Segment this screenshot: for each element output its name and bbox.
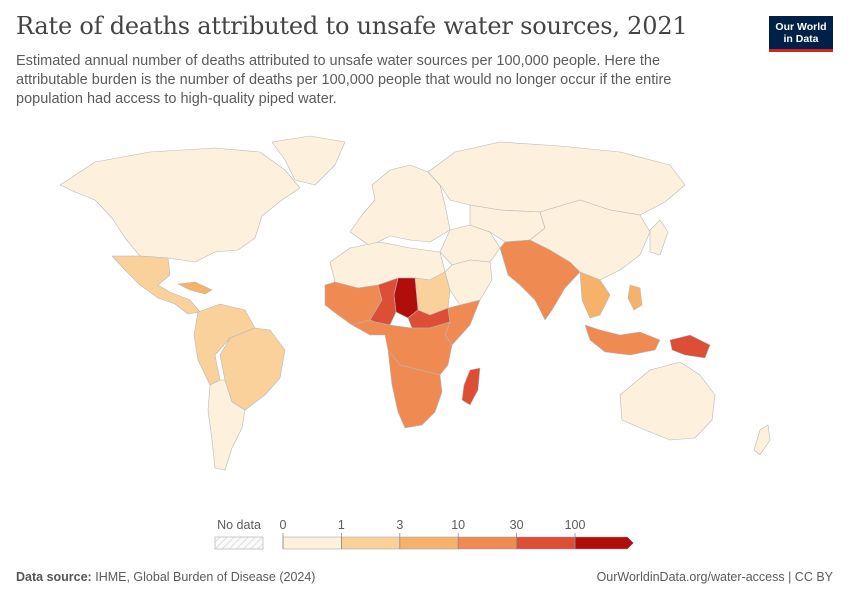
region-south-america-south[interactable] <box>207 379 246 471</box>
region-somalia[interactable] <box>444 299 481 346</box>
chart-subtitle: Estimated annual number of deaths attrib… <box>16 53 672 107</box>
owid-logo[interactable]: Our World in Data <box>769 16 833 52</box>
region-chad[interactable] <box>393 277 419 319</box>
legend-bin-4[interactable] <box>516 536 576 550</box>
legend-no-data-label: No data <box>217 518 261 532</box>
logo-line-2: in Data <box>783 33 819 45</box>
region-australia[interactable] <box>619 361 716 441</box>
region-north-america[interactable] <box>59 147 301 263</box>
legend-bin-2[interactable] <box>399 536 459 550</box>
chart-title: Rate of deaths attributed to unsafe wate… <box>16 12 688 40</box>
legend-bin-1[interactable] <box>341 536 401 550</box>
region-papua-new-guinea[interactable] <box>669 334 711 359</box>
legend-bin-3[interactable] <box>457 536 517 550</box>
region-mexico-central-america[interactable] <box>111 255 201 315</box>
region-madagascar[interactable] <box>461 367 481 406</box>
legend-tick-label-4: 30 <box>510 518 524 532</box>
logo-line-1: Our World <box>775 21 827 33</box>
source-url-link[interactable]: OurWorldinData.org/water-access | CC BY <box>596 570 833 584</box>
legend-tick-label-5: 100 <box>565 518 586 532</box>
region-south-america-north[interactable] <box>193 303 256 386</box>
region-southern-africa[interactable] <box>387 349 443 429</box>
region-russia[interactable] <box>427 141 686 216</box>
legend-bin-0[interactable] <box>282 536 342 550</box>
map-legend: No data 0 1 3 10 30 100 <box>214 518 634 550</box>
data-source-text: IHME, Global Burden of Disease (2024) <box>95 570 316 584</box>
legend-tick-label-2: 3 <box>396 518 403 532</box>
region-central-africa[interactable] <box>351 319 453 376</box>
world-map <box>59 135 771 471</box>
legend-tick-label-0: 0 <box>280 518 287 532</box>
region-caribbean[interactable] <box>177 281 213 295</box>
region-greenland[interactable] <box>271 135 346 186</box>
legend-no-data-swatch[interactable] <box>214 536 264 550</box>
data-source-label: Data source: <box>16 570 92 584</box>
legend-tick-label-1: 1 <box>338 518 345 532</box>
region-sudan[interactable] <box>414 271 451 316</box>
region-philippines[interactable] <box>627 284 643 311</box>
region-japan[interactable] <box>649 219 669 256</box>
region-indonesia[interactable] <box>584 324 661 356</box>
region-arabian-peninsula[interactable] <box>444 259 493 306</box>
legend-bin-5[interactable] <box>574 536 634 550</box>
region-china[interactable] <box>529 199 651 281</box>
region-new-zealand[interactable] <box>753 424 771 456</box>
data-source: Data source: IHME, Global Burden of Dise… <box>16 570 315 584</box>
legend-tick-label-3: 10 <box>451 518 465 532</box>
region-southeast-asia[interactable] <box>579 271 611 319</box>
region-brazil[interactable] <box>219 327 286 411</box>
